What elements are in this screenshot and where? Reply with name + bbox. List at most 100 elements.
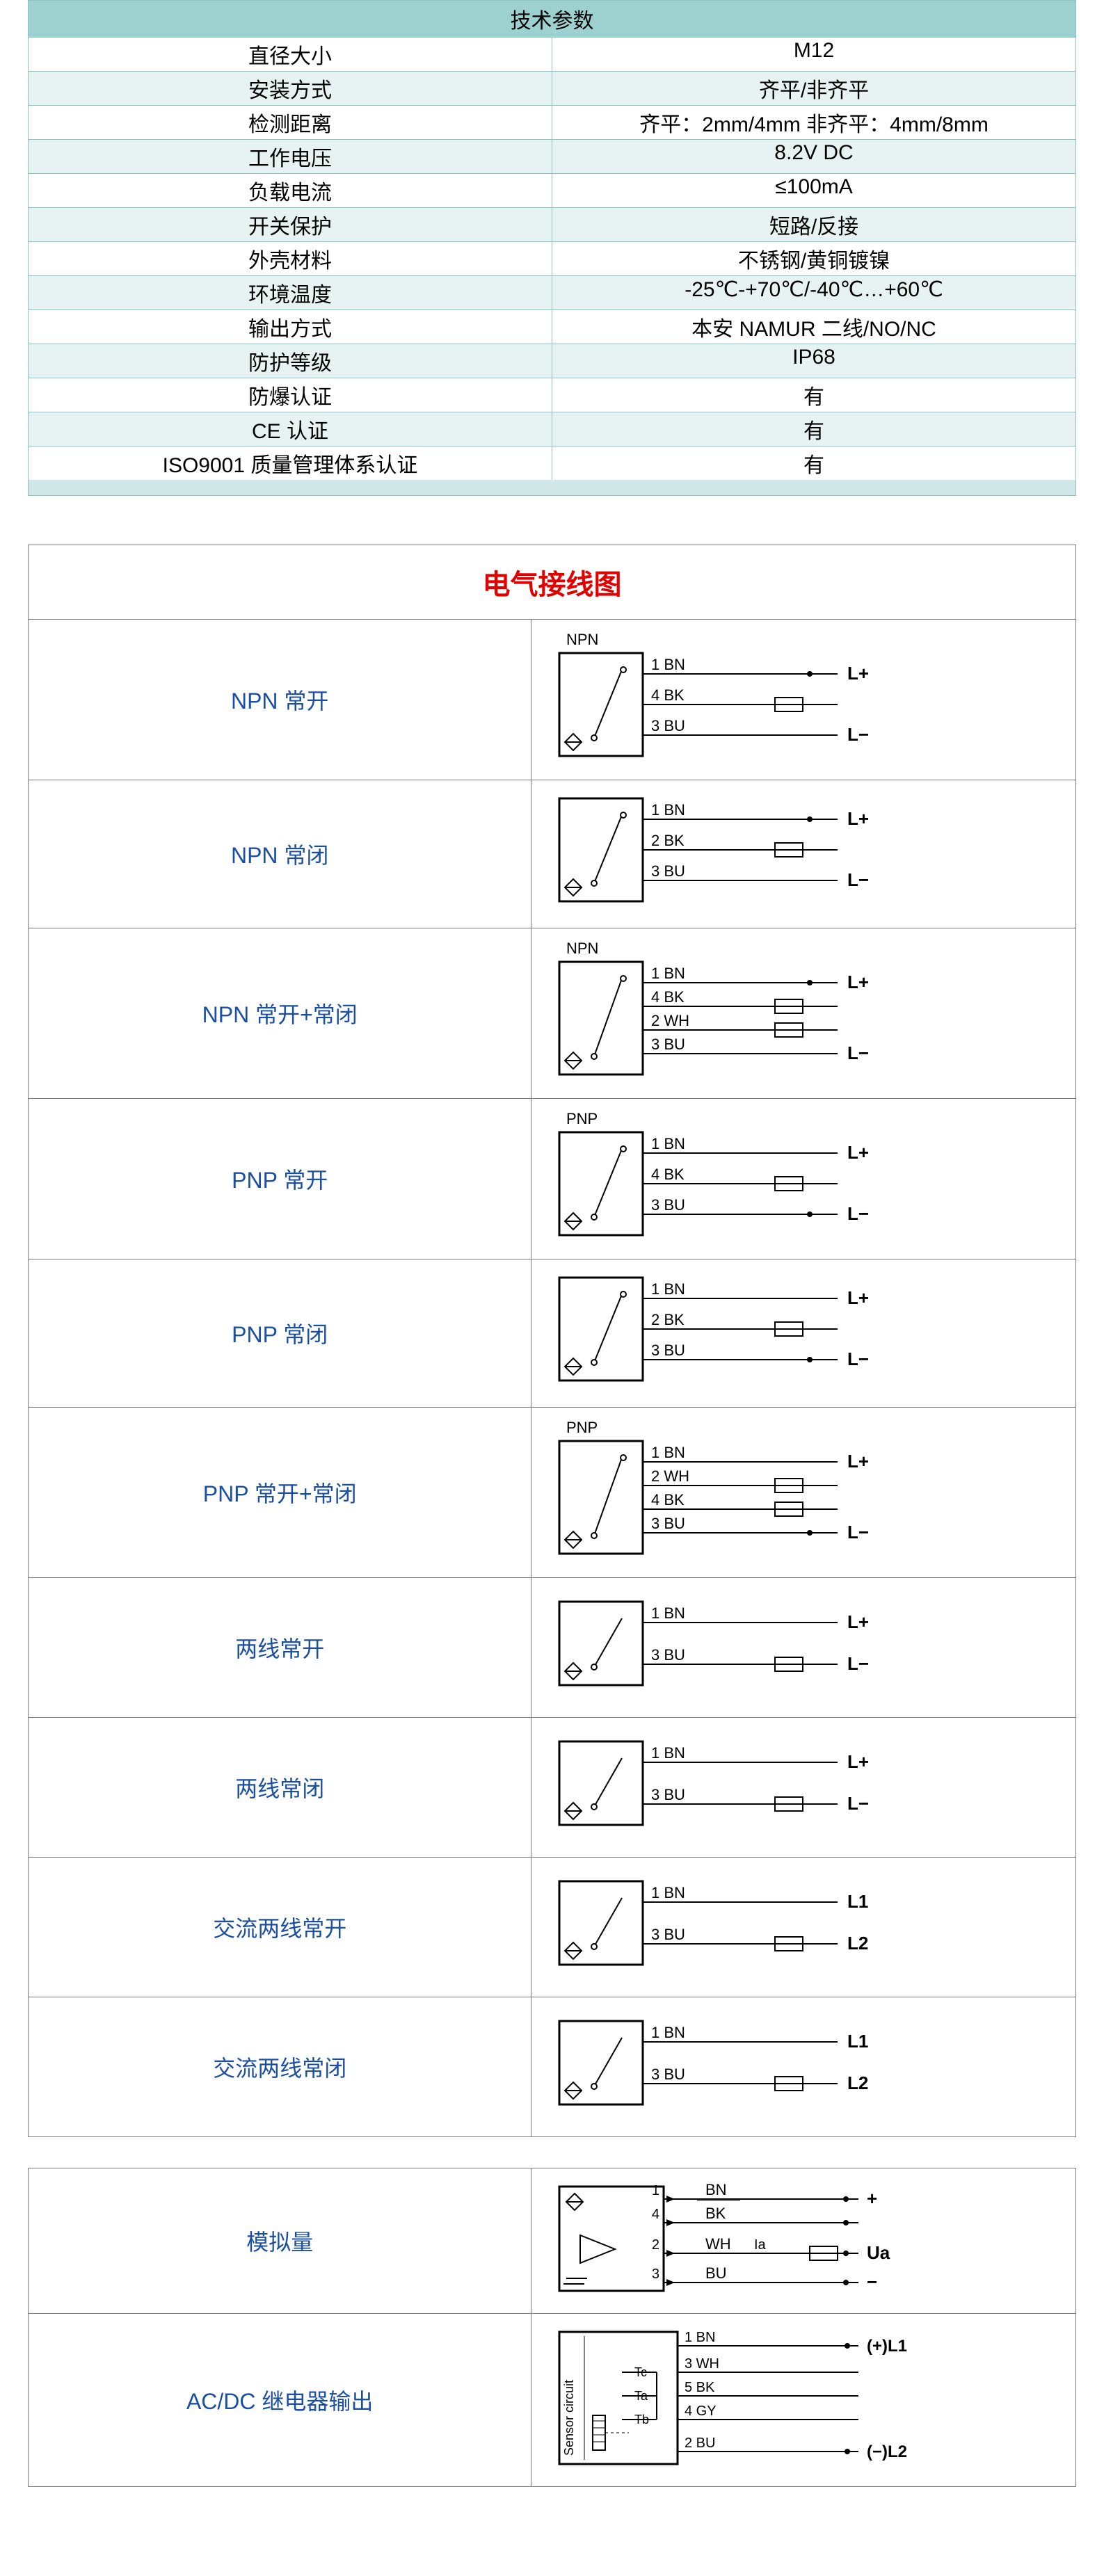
svg-text:L1: L1 (847, 1891, 868, 1912)
svg-text:L+: L+ (847, 972, 869, 992)
svg-text:1 BN: 1 BN (651, 1444, 685, 1461)
svg-text:(−)L2: (−)L2 (867, 2442, 907, 2461)
spec-value: M12 (552, 38, 1075, 71)
wiring-diagram: 1BN+4BK2WHIaUa3BU− (531, 2168, 1075, 2313)
svg-text:3 BU: 3 BU (651, 1342, 685, 1359)
wiring-diagram: Sensor circuitTcTaTb1 BN(+)L13 WH5 BK4 G… (531, 2314, 1075, 2486)
wiring-svg: 1BN+4BK2WHIaUa3BU− (552, 2178, 914, 2303)
svg-text:3 BU: 3 BU (651, 1786, 685, 1803)
wiring-row: 模拟量1BN+4BK2WHIaUa3BU− (29, 2168, 1075, 2314)
wiring-svg: PNP1 BNL+2 WH4 BK3 BUL− (552, 1417, 914, 1568)
svg-text:−: − (867, 2271, 877, 2292)
svg-text:L−: L− (847, 1793, 869, 1814)
spec-key: 检测距离 (29, 106, 552, 139)
svg-text:L+: L+ (847, 663, 869, 684)
wiring-diagram: 1 BNL+3 BUL− (531, 1718, 1075, 1857)
wiring-svg: NPN1 BNL+4 BK2 WH3 BUL− (552, 938, 914, 1088)
wiring-diagram: 1 BNL+3 BUL− (531, 1578, 1075, 1717)
wiring-row: 两线常开1 BNL+3 BUL− (29, 1578, 1075, 1718)
svg-text:1: 1 (652, 2183, 659, 2198)
wiring-diagram: PNP1 BNL+2 WH4 BK3 BUL− (531, 1408, 1075, 1577)
spec-value: 齐平：2mm/4mm 非齐平：4mm/8mm (552, 106, 1075, 139)
svg-text:1 BN: 1 BN (685, 2330, 715, 2345)
wiring-label: 模拟量 (29, 2168, 531, 2313)
wiring-svg: 1 BNL+3 BUL− (552, 1733, 914, 1842)
svg-text:1 BN: 1 BN (651, 2024, 685, 2041)
spec-value: 有 (552, 412, 1075, 446)
spec-value: 有 (552, 378, 1075, 412)
svg-text:4 BK: 4 BK (651, 686, 685, 704)
svg-text:1 BN: 1 BN (651, 965, 685, 982)
svg-text:L+: L+ (847, 1751, 869, 1772)
svg-text:3 BU: 3 BU (651, 1926, 685, 1943)
svg-text:L+: L+ (847, 1287, 869, 1308)
spec-key: CE 认证 (29, 412, 552, 446)
svg-text:BU: BU (705, 2264, 727, 2282)
svg-text:2 BK: 2 BK (651, 832, 685, 849)
svg-text:BK: BK (705, 2205, 726, 2222)
spec-key: ISO9001 质量管理体系认证 (29, 446, 552, 480)
spec-row: 外壳材料不锈钢/黄铜镀镍 (29, 242, 1075, 276)
spec-key: 直径大小 (29, 38, 552, 71)
spec-row: 防护等级IP68 (29, 344, 1075, 378)
spec-value: 短路/反接 (552, 208, 1075, 241)
wiring-svg: 1 BNL+3 BUL− (552, 1593, 914, 1702)
wiring-svg: 1 BNL13 BUL2 (552, 1873, 914, 1981)
wiring-svg: 1 BNL+2 BK3 BUL− (552, 1269, 914, 1397)
svg-text:3 BU: 3 BU (651, 862, 685, 880)
svg-text:3 BU: 3 BU (651, 1196, 685, 1214)
spec-key: 环境温度 (29, 276, 552, 309)
wiring-diagram: NPN1 BNL+4 BK2 WH3 BUL− (531, 928, 1075, 1098)
svg-text:L+: L+ (847, 1451, 869, 1472)
wiring-diagram: 1 BNL13 BUL2 (531, 1997, 1075, 2136)
spec-key: 工作电压 (29, 140, 552, 173)
spec-key: 输出方式 (29, 310, 552, 344)
wiring-row: NPN 常开+常闭NPN1 BNL+4 BK2 WH3 BUL− (29, 928, 1075, 1099)
svg-text:2: 2 (652, 2237, 659, 2253)
wiring-label: NPN 常闭 (29, 780, 531, 928)
wiring-row: 两线常闭1 BNL+3 BUL− (29, 1718, 1075, 1858)
svg-text:2 WH: 2 WH (651, 1012, 689, 1029)
spec-value: -25℃-+70℃/-40℃…+60℃ (552, 276, 1075, 309)
spec-value: 8.2V DC (552, 140, 1075, 173)
svg-text:4 BK: 4 BK (651, 988, 685, 1006)
wiring-diagram: 1 BNL13 BUL2 (531, 1858, 1075, 1997)
spec-value: 不锈钢/黄铜镀镍 (552, 242, 1075, 275)
wiring-row: NPN 常开NPN1 BNL+4 BK3 BUL− (29, 620, 1075, 780)
wiring-label: 交流两线常开 (29, 1858, 531, 1997)
wiring-label: AC/DC 继电器输出 (29, 2314, 531, 2486)
wiring-label: NPN 常开 (29, 620, 531, 780)
wiring-label: PNP 常开 (29, 1099, 531, 1259)
spec-key: 开关保护 (29, 208, 552, 241)
svg-text:L−: L− (847, 1653, 869, 1674)
spec-row: 输出方式本安 NAMUR 二线/NO/NC (29, 310, 1075, 344)
spec-row: 安装方式齐平/非齐平 (29, 72, 1075, 106)
svg-text:2 BK: 2 BK (651, 1311, 685, 1328)
svg-text:PNP: PNP (566, 1110, 598, 1127)
svg-text:1 BN: 1 BN (651, 801, 685, 819)
svg-text:4 BK: 4 BK (651, 1166, 685, 1183)
spec-key: 外壳材料 (29, 242, 552, 275)
svg-text:1 BN: 1 BN (651, 1604, 685, 1622)
svg-text:L1: L1 (847, 2031, 868, 2052)
svg-text:1 BN: 1 BN (651, 1135, 685, 1152)
spec-row: 防爆认证有 (29, 378, 1075, 412)
svg-text:1 BN: 1 BN (651, 1884, 685, 1901)
wiring-label: NPN 常开+常闭 (29, 928, 531, 1098)
svg-text:L2: L2 (847, 2072, 868, 2093)
svg-text:3 BU: 3 BU (651, 1515, 685, 1532)
wiring-row: 交流两线常开1 BNL13 BUL2 (29, 1858, 1075, 1997)
svg-text:3 WH: 3 WH (685, 2356, 719, 2372)
spec-footer-band (29, 480, 1075, 495)
wiring-svg: PNP1 BNL+4 BK3 BUL− (552, 1109, 914, 1249)
wiring-diagram: NPN1 BNL+4 BK3 BUL− (531, 620, 1075, 780)
svg-text:L−: L− (847, 724, 869, 745)
svg-text:L+: L+ (847, 1142, 869, 1163)
wiring-svg: Sensor circuitTcTaTb1 BN(+)L13 WH5 BK4 G… (552, 2324, 914, 2477)
svg-text:L+: L+ (847, 808, 869, 829)
wiring-svg: 1 BNL+2 BK3 BUL− (552, 790, 914, 918)
spec-key: 防爆认证 (29, 378, 552, 412)
spec-row: 检测距离齐平：2mm/4mm 非齐平：4mm/8mm (29, 106, 1075, 140)
svg-text:BN: BN (705, 2181, 727, 2198)
spec-value: 有 (552, 446, 1075, 480)
